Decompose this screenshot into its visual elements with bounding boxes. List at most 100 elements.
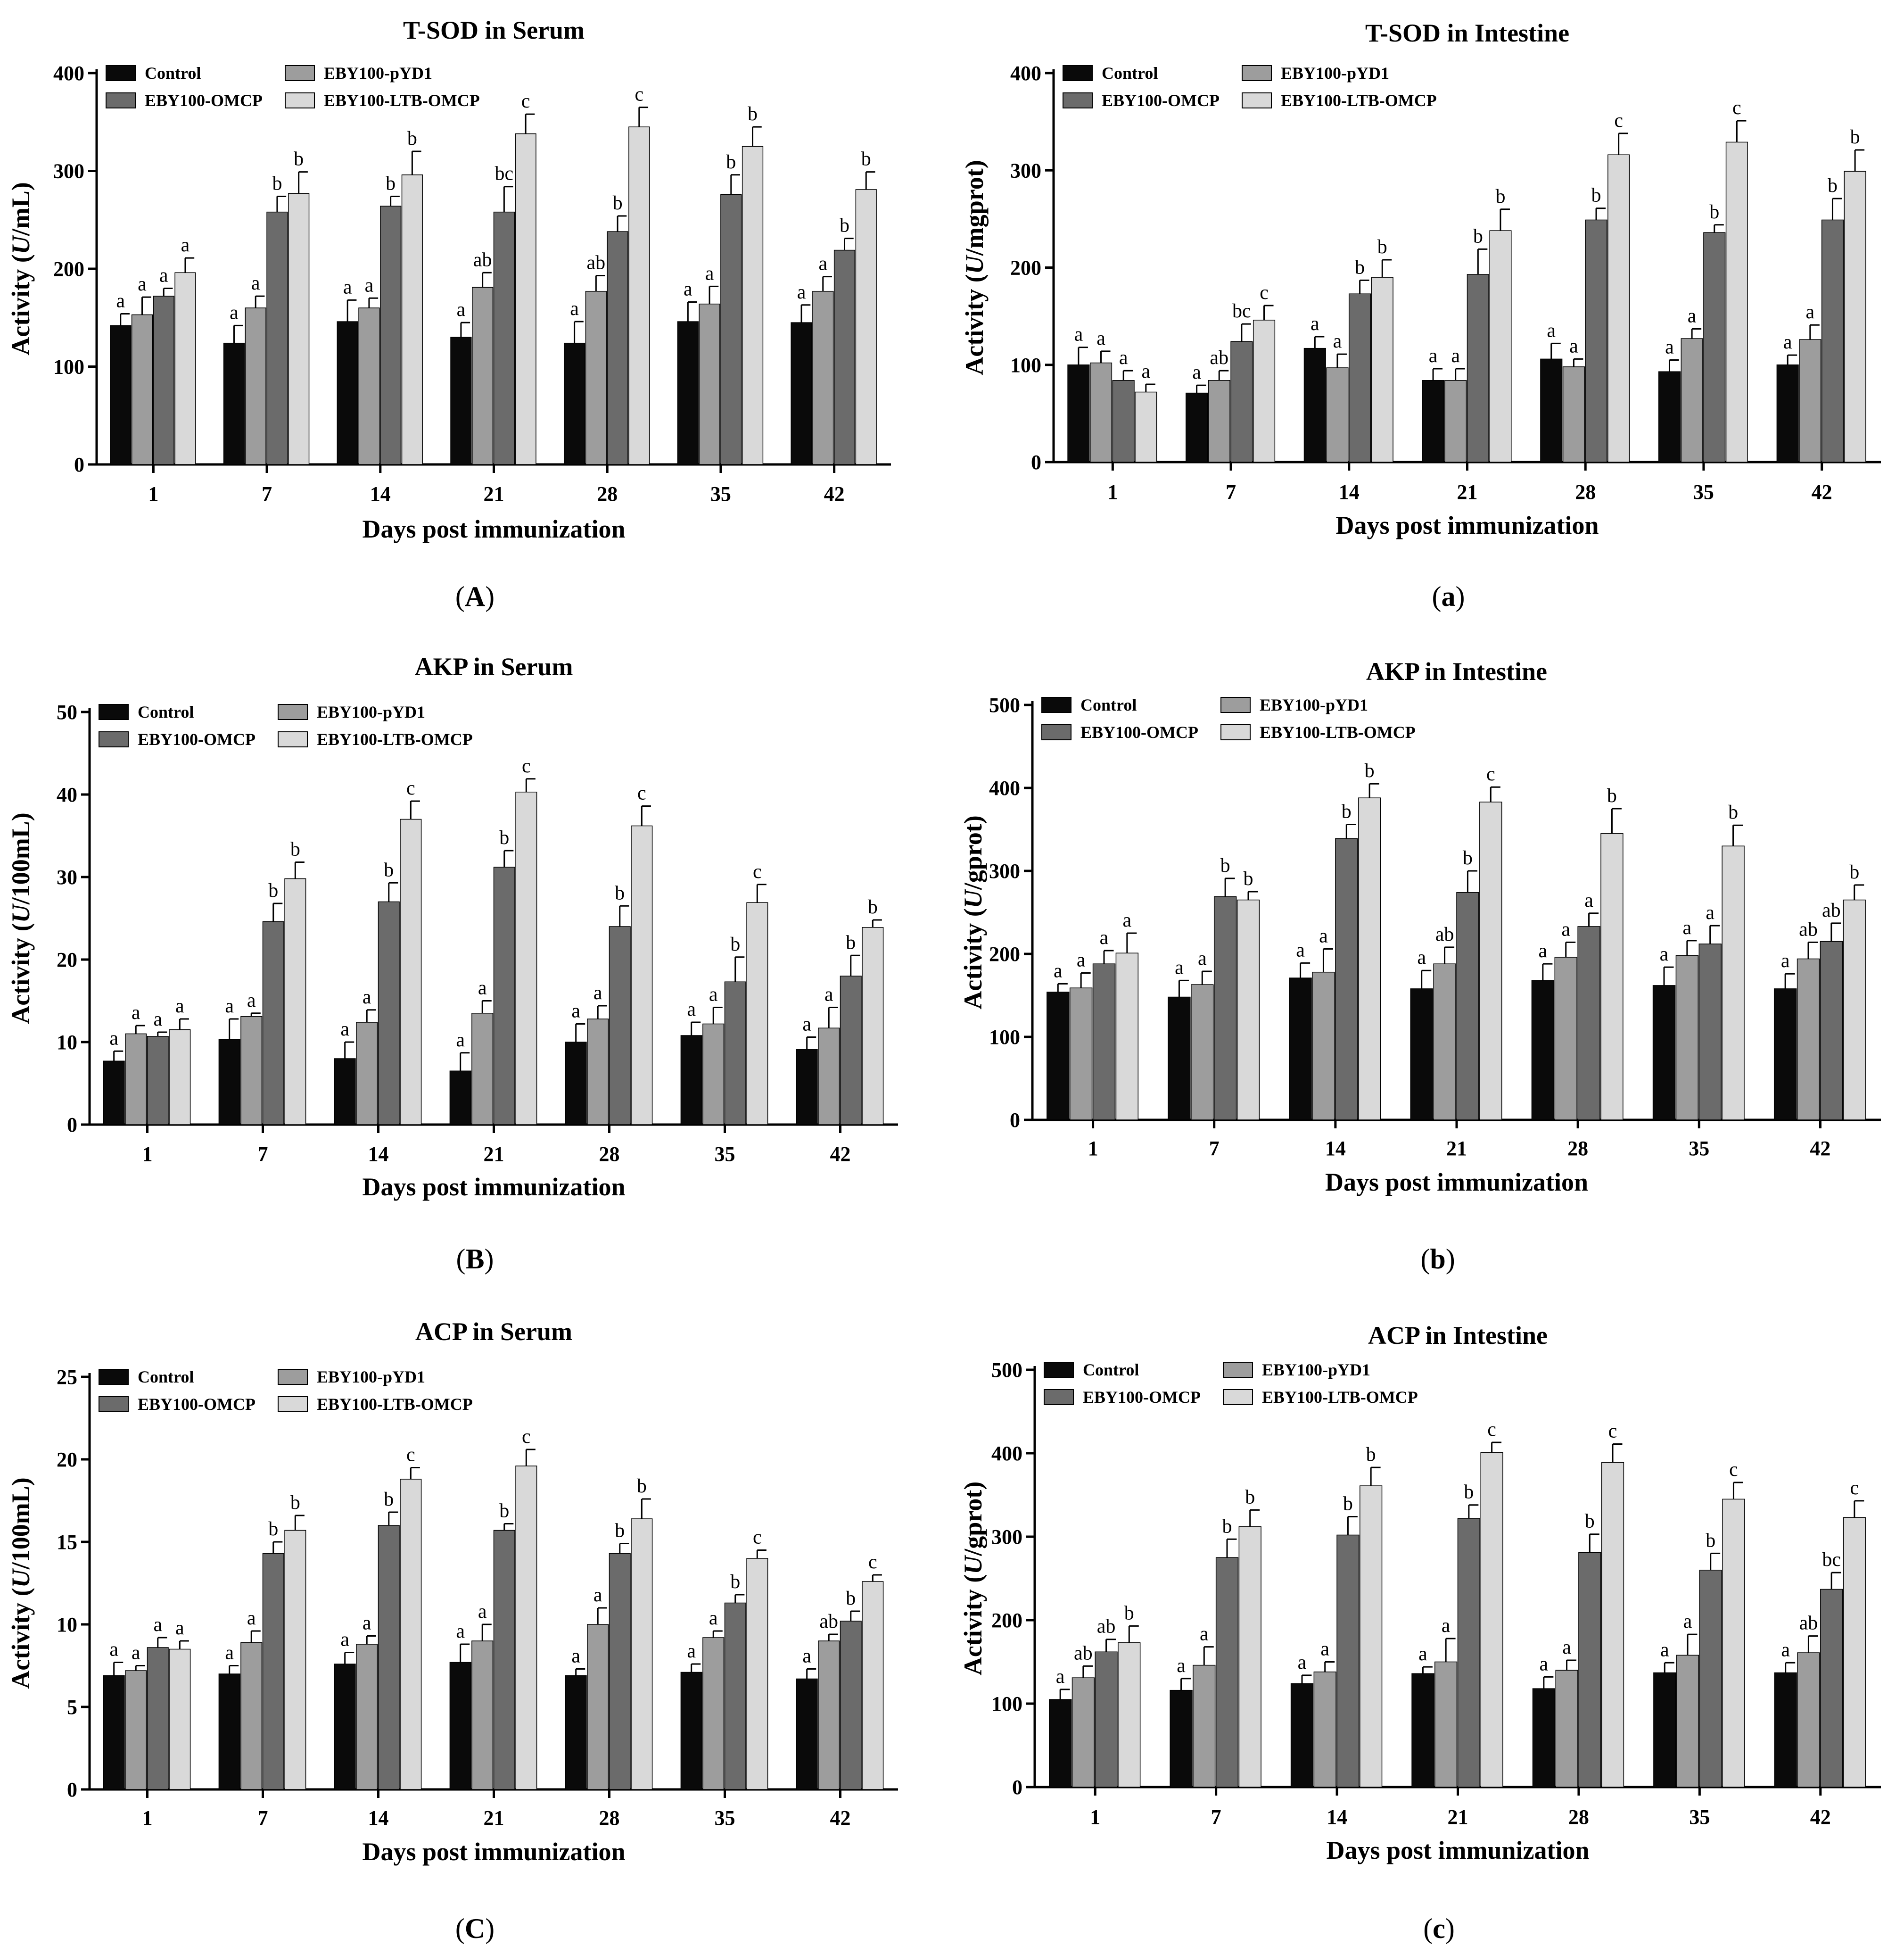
y-axis-title-suffix: /100mL) xyxy=(7,1477,35,1570)
significance-label: a xyxy=(1539,940,1548,962)
legend-label: Control xyxy=(1080,695,1137,714)
legend-swatch xyxy=(1220,724,1251,740)
bar-eby100-omcp xyxy=(380,206,402,465)
bar-eby100-omcp xyxy=(720,194,742,465)
bar-eby100-ltb-omcp xyxy=(400,1479,422,1790)
legend-label: EBY100-LTB-OMCP xyxy=(317,730,473,749)
x-tick-label: 14 xyxy=(368,1143,389,1166)
bar-eby100-omcp xyxy=(607,231,628,465)
legend-swatch xyxy=(99,731,129,747)
bar-control xyxy=(1047,992,1070,1120)
significance-label: b xyxy=(861,149,871,170)
y-axis-title-prefix: Activity ( xyxy=(7,923,35,1024)
bar-eby100-ltb-omcp xyxy=(1601,1462,1624,1788)
bar-eby100-omcp xyxy=(1095,1651,1118,1788)
legend-swatch xyxy=(1041,697,1072,713)
bar-eby100-ltb-omcp xyxy=(1722,845,1745,1120)
bar-eby100-ltb-omcp xyxy=(1600,833,1624,1120)
significance-label: a xyxy=(1706,902,1714,924)
significance-label: a xyxy=(1096,328,1105,349)
bar-control xyxy=(334,1058,356,1125)
y-tick-label: 100 xyxy=(991,1692,1022,1715)
significance-label: a xyxy=(109,1639,118,1661)
bar-eby100-pyd1 xyxy=(1326,367,1349,463)
bar-eby100-pyd1 xyxy=(245,307,266,465)
significance-label: a xyxy=(1192,362,1201,383)
x-tick-label: 21 xyxy=(484,482,504,505)
significance-label: a xyxy=(1442,1615,1451,1637)
significance-label: b xyxy=(846,1588,856,1609)
significance-label: a xyxy=(1584,890,1593,911)
bar-control xyxy=(791,322,812,465)
x-tick-label: 42 xyxy=(830,1143,851,1166)
x-tick-label: 35 xyxy=(1689,1137,1709,1160)
bar-control xyxy=(565,1675,587,1790)
y-tick-label: 0 xyxy=(1031,451,1041,474)
panel-label-open: ( xyxy=(1420,1243,1430,1275)
panel-label-open: ( xyxy=(1432,581,1442,612)
y-tick-label: 100 xyxy=(989,1026,1020,1049)
significance-label: a xyxy=(109,1027,118,1049)
y-tick-label: 10 xyxy=(57,1613,77,1636)
x-tick-label: 28 xyxy=(599,1806,620,1830)
bar-control xyxy=(680,1035,702,1125)
significance-label: a xyxy=(1319,925,1328,947)
x-tick-label: 42 xyxy=(830,1806,851,1830)
x-axis-title: Days post immunization xyxy=(1326,1836,1589,1864)
bar-eby100-pyd1 xyxy=(818,1640,840,1790)
significance-label: a xyxy=(824,984,833,1006)
legend-swatch xyxy=(1063,92,1093,108)
x-tick-label: 21 xyxy=(1446,1137,1467,1160)
bar-eby100-pyd1 xyxy=(240,1642,263,1790)
legend-swatch xyxy=(99,704,129,720)
legend-swatch xyxy=(278,1396,308,1412)
bar-control xyxy=(1289,977,1312,1120)
significance-label: c xyxy=(1260,282,1269,304)
chart-title: AKP in Serum xyxy=(414,653,573,681)
bar-eby100-omcp xyxy=(609,926,631,1125)
significance-label: b xyxy=(1365,760,1375,782)
significance-label: a xyxy=(363,1613,371,1634)
bar-eby100-omcp xyxy=(1336,1534,1360,1788)
bar-eby100-omcp xyxy=(1092,963,1116,1120)
significance-label: b xyxy=(1244,868,1253,890)
significance-label: b xyxy=(1222,1515,1232,1537)
significance-label: a xyxy=(709,1607,718,1629)
bar-eby100-omcp xyxy=(266,211,288,465)
bar-eby100-omcp xyxy=(1699,1570,1722,1788)
bar-control xyxy=(218,1673,240,1790)
significance-label: ab xyxy=(1822,900,1841,921)
legend-swatch xyxy=(278,731,308,747)
legend-label: Control xyxy=(138,703,194,721)
significance-label: a xyxy=(1683,917,1692,939)
x-tick-label: 42 xyxy=(1812,480,1832,504)
bar-eby100-ltb-omcp xyxy=(1725,141,1748,463)
significance-label: a xyxy=(225,1642,234,1664)
significance-label: c xyxy=(522,755,531,777)
legend-label: EBY100-LTB-OMCP xyxy=(1262,1388,1418,1407)
bar-eby100-omcp xyxy=(1112,380,1135,463)
bar-control xyxy=(449,1070,471,1125)
bar-eby100-omcp xyxy=(1577,926,1600,1120)
bar-eby100-ltb-omcp xyxy=(855,189,877,465)
legend-label: EBY100-pYD1 xyxy=(1260,695,1368,714)
legend-swatch xyxy=(1223,1389,1253,1405)
significance-label: b xyxy=(846,932,856,953)
significance-label: a xyxy=(1562,1637,1571,1658)
bar-control xyxy=(677,321,699,465)
significance-label: a xyxy=(1417,947,1426,969)
bar-eby100-pyd1 xyxy=(1555,1670,1578,1788)
legend-swatch xyxy=(1041,724,1072,740)
x-tick-label: 1 xyxy=(1107,480,1118,504)
y-axis-title-suffix: /gprot) xyxy=(959,815,987,890)
y-tick-label: 200 xyxy=(53,257,84,281)
bar-eby100-omcp xyxy=(1698,944,1722,1120)
significance-label: c xyxy=(1608,1421,1617,1442)
bar-control xyxy=(1658,371,1681,463)
panel-label-letter: a xyxy=(1442,581,1456,612)
bar-eby100-pyd1 xyxy=(699,303,720,465)
significance-label: c xyxy=(1487,1419,1496,1441)
x-axis-title: Days post immunization xyxy=(1325,1168,1588,1196)
y-axis-title-prefix: Activity ( xyxy=(959,1574,987,1675)
y-axis-title-unit: U xyxy=(959,1555,987,1574)
